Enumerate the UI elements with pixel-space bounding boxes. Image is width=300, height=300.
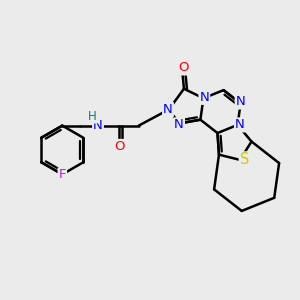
Text: N: N <box>174 118 184 131</box>
Text: N: N <box>93 119 103 132</box>
Text: F: F <box>58 169 66 182</box>
Text: O: O <box>179 61 189 74</box>
Text: O: O <box>114 140 124 153</box>
Text: S: S <box>240 152 249 167</box>
Text: N: N <box>200 91 209 104</box>
Text: H: H <box>88 110 97 123</box>
Text: N: N <box>235 118 245 131</box>
Text: N: N <box>236 95 245 109</box>
Text: N: N <box>163 103 173 116</box>
